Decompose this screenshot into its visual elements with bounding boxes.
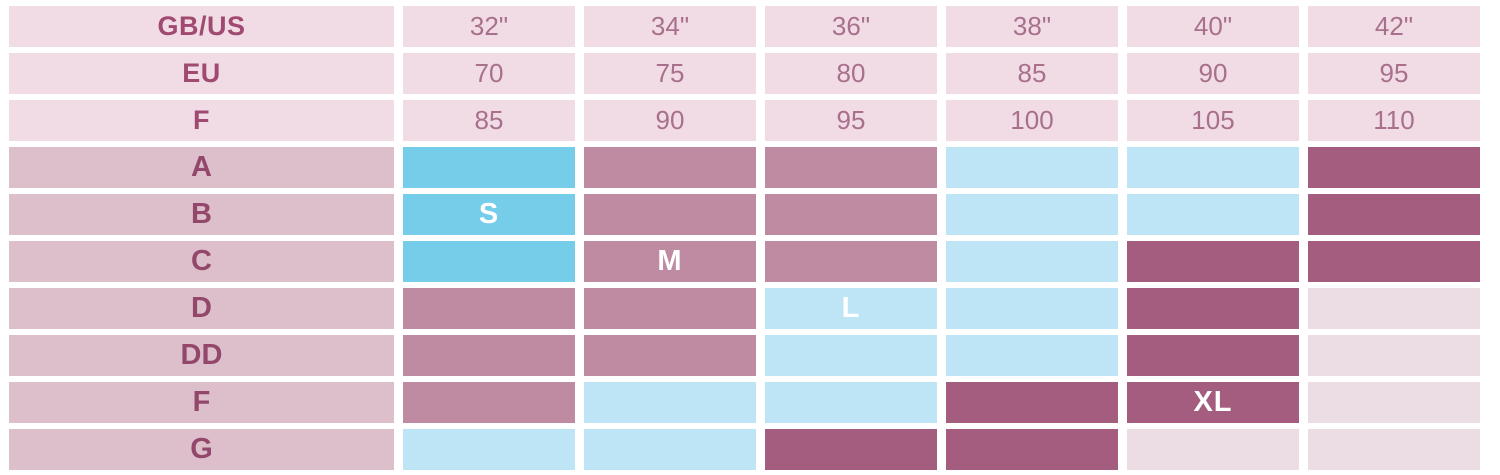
size-zone-cell [584, 194, 756, 235]
size-zone-cell [1308, 288, 1480, 329]
size-zone-cell [584, 147, 756, 188]
size-zone-cell [1308, 382, 1480, 423]
band-size-value: 85 [946, 53, 1118, 94]
band-size-value: 42" [1308, 6, 1480, 47]
band-size-value: 100 [946, 100, 1118, 141]
band-size-value: 40" [1127, 6, 1299, 47]
size-zone-cell [403, 147, 575, 188]
band-size-value: 85 [403, 100, 575, 141]
size-zone-cell [403, 382, 575, 423]
band-size-value: 95 [1308, 53, 1480, 94]
cup-size-label: B [9, 194, 394, 235]
size-marker-cell-s: S [403, 194, 575, 235]
cup-row-f: F XL [9, 382, 1480, 423]
band-size-value: 105 [1127, 100, 1299, 141]
size-zone-cell [765, 335, 937, 376]
size-zone-cell [765, 194, 937, 235]
size-zone-cell [403, 429, 575, 470]
size-zone-cell [946, 429, 1118, 470]
size-zone-cell [584, 382, 756, 423]
band-system-label: EU [9, 53, 394, 94]
header-row-f: F 85 90 95 100 105 110 [9, 100, 1480, 141]
band-size-value: 80 [765, 53, 937, 94]
size-zone-cell [403, 288, 575, 329]
size-zone-cell [765, 429, 937, 470]
size-zone-cell [946, 147, 1118, 188]
band-size-value: 36" [765, 6, 937, 47]
size-zone-cell [1127, 335, 1299, 376]
band-size-value: 90 [1127, 53, 1299, 94]
band-size-value: 95 [765, 100, 937, 141]
cup-size-label: DD [9, 335, 394, 376]
cup-size-label: G [9, 429, 394, 470]
size-zone-cell [403, 335, 575, 376]
size-zone-cell [1127, 429, 1299, 470]
size-zone-cell [1127, 288, 1299, 329]
band-size-value: 110 [1308, 100, 1480, 141]
size-marker-cell-l: L [765, 288, 937, 329]
size-zone-cell [946, 194, 1118, 235]
size-zone-cell [584, 429, 756, 470]
size-zone-cell [1127, 241, 1299, 282]
cup-size-label: C [9, 241, 394, 282]
band-size-value: 70 [403, 53, 575, 94]
size-zone-cell [946, 335, 1118, 376]
band-size-value: 38" [946, 6, 1118, 47]
size-zone-cell [1308, 241, 1480, 282]
size-zone-cell [1127, 194, 1299, 235]
size-zone-cell [765, 147, 937, 188]
cup-size-label: F [9, 382, 394, 423]
size-zone-cell [946, 288, 1118, 329]
size-zone-cell [765, 382, 937, 423]
band-size-value: 75 [584, 53, 756, 94]
size-marker-cell-xl: XL [1127, 382, 1299, 423]
cup-row-g: G [9, 429, 1480, 470]
header-row-eu: EU 70 75 80 85 90 95 [9, 53, 1480, 94]
cup-row-a: A [9, 147, 1480, 188]
band-size-value: 34" [584, 6, 756, 47]
cup-size-label: A [9, 147, 394, 188]
size-zone-cell [946, 241, 1118, 282]
size-zone-cell [584, 288, 756, 329]
band-system-label: F [9, 100, 394, 141]
size-zone-cell [765, 241, 937, 282]
cup-size-label: D [9, 288, 394, 329]
cup-row-dd: DD [9, 335, 1480, 376]
size-zone-cell [1308, 147, 1480, 188]
band-size-value: 32" [403, 6, 575, 47]
size-zone-cell [1127, 147, 1299, 188]
size-zone-cell [1308, 335, 1480, 376]
size-zone-cell [1308, 429, 1480, 470]
size-zone-cell [584, 335, 756, 376]
band-size-value: 90 [584, 100, 756, 141]
size-marker-cell-m: M [584, 241, 756, 282]
size-zone-cell [403, 241, 575, 282]
size-zone-cell [1308, 194, 1480, 235]
size-zone-cell [946, 382, 1118, 423]
band-system-label: GB/US [9, 6, 394, 47]
header-row-gb-us: GB/US 32" 34" 36" 38" 40" 42" [9, 6, 1480, 47]
